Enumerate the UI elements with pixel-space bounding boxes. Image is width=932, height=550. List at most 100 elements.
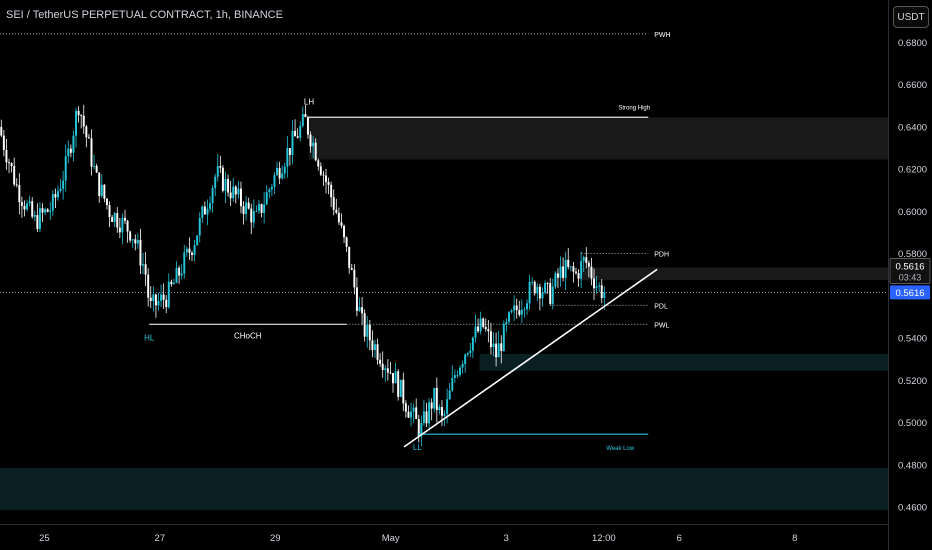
candle-body bbox=[258, 204, 260, 211]
candle-body bbox=[474, 326, 477, 338]
candle-body bbox=[399, 379, 402, 397]
candle-body bbox=[216, 166, 219, 177]
candle-body bbox=[100, 184, 103, 197]
candle-body bbox=[95, 165, 98, 173]
candle-body bbox=[54, 194, 57, 198]
levels-layer: PWH PDH PDL PWL bbox=[0, 32, 888, 329]
swing-label-ll: LL bbox=[413, 443, 422, 452]
currency-button[interactable]: USDT bbox=[893, 6, 929, 28]
candle-body bbox=[90, 138, 93, 167]
candle-body bbox=[157, 300, 160, 306]
candle-body bbox=[167, 281, 170, 308]
supply-zone bbox=[581, 267, 888, 280]
chart-title: SEI / TetherUS PERPETUAL CONTRACT, 1h, B… bbox=[6, 9, 283, 21]
candle-body bbox=[82, 115, 85, 127]
candle-body bbox=[278, 167, 281, 179]
candle-body bbox=[595, 286, 598, 289]
candle-body bbox=[343, 225, 346, 238]
candle-body bbox=[77, 110, 80, 116]
candle-body bbox=[412, 407, 415, 412]
candle-body bbox=[111, 217, 114, 223]
candle-body bbox=[582, 257, 585, 262]
candle-body bbox=[306, 117, 309, 135]
candle-body bbox=[327, 182, 330, 185]
x-tick-label: May bbox=[382, 533, 400, 544]
candle-body bbox=[18, 185, 21, 203]
candle-body bbox=[355, 287, 358, 311]
candle-body bbox=[312, 142, 315, 147]
candle-body bbox=[103, 184, 106, 199]
candle-body bbox=[510, 310, 513, 313]
candle-body bbox=[397, 371, 400, 397]
candle-body bbox=[46, 209, 49, 212]
candle-body bbox=[386, 368, 389, 373]
y-tick-label: 0.6600 bbox=[898, 80, 927, 91]
candle-body bbox=[487, 329, 490, 332]
swing-label-hl: HL bbox=[144, 333, 155, 342]
candle-body bbox=[469, 350, 472, 354]
candle-body bbox=[98, 172, 101, 197]
candle-body bbox=[221, 167, 224, 191]
candle-body bbox=[366, 324, 369, 337]
candle-body bbox=[381, 363, 384, 370]
candle-body bbox=[26, 203, 29, 210]
candle-body bbox=[255, 210, 258, 212]
candle-body bbox=[247, 202, 250, 209]
candle-body bbox=[270, 186, 273, 190]
structure-label: Weak Low bbox=[606, 446, 635, 452]
candle-body bbox=[456, 375, 459, 376]
candle-body bbox=[402, 379, 405, 404]
candle-body bbox=[180, 273, 183, 276]
candle-body bbox=[415, 407, 418, 419]
candle-body bbox=[407, 411, 410, 418]
level-label-pdh: PDH bbox=[654, 252, 669, 259]
candle-body bbox=[193, 245, 196, 255]
candle-body bbox=[67, 148, 70, 157]
candle-body bbox=[309, 134, 312, 147]
candle-body bbox=[417, 418, 420, 437]
candle-body bbox=[363, 313, 366, 337]
structure-label: Strong High bbox=[618, 105, 650, 111]
candle-body bbox=[373, 344, 376, 351]
candle-body bbox=[590, 266, 593, 279]
candle-body bbox=[461, 363, 464, 368]
level-label-pdl: PDL bbox=[654, 303, 668, 310]
demand-zone bbox=[479, 353, 888, 371]
candle-body bbox=[5, 149, 8, 163]
structure-label: CHoCH bbox=[234, 331, 262, 340]
candle-body bbox=[229, 192, 232, 199]
x-tick-label: 12:00 bbox=[592, 533, 616, 544]
candle-body bbox=[291, 130, 294, 155]
level-label-pwl: PWL bbox=[654, 322, 669, 329]
last-close-value: 0.5616 bbox=[895, 261, 924, 272]
candle-body bbox=[379, 359, 382, 364]
candle-body bbox=[242, 206, 245, 214]
candle-body bbox=[201, 206, 204, 219]
candle-body bbox=[23, 205, 26, 210]
candle-body bbox=[515, 305, 518, 311]
candle-body bbox=[495, 343, 498, 358]
candle-body bbox=[505, 321, 508, 324]
x-tick-label: 8 bbox=[792, 533, 797, 544]
candle-body bbox=[420, 422, 423, 437]
candle-body bbox=[154, 294, 157, 306]
candle-body bbox=[252, 211, 255, 223]
candle-body bbox=[440, 407, 443, 416]
candle-body bbox=[265, 192, 268, 205]
candle-body bbox=[147, 274, 150, 298]
candle-body bbox=[410, 411, 413, 418]
x-tick-label: 27 bbox=[155, 533, 166, 544]
candle-body bbox=[507, 312, 510, 322]
candle-body bbox=[433, 387, 436, 409]
candle-body bbox=[464, 354, 467, 364]
candle-body bbox=[428, 402, 431, 424]
demand-zone bbox=[0, 468, 888, 511]
candle-body bbox=[600, 285, 603, 298]
supply-zone bbox=[309, 117, 888, 160]
candle-body bbox=[108, 204, 111, 218]
candle-body bbox=[0, 126, 3, 136]
candle-body bbox=[500, 343, 503, 352]
candle-body bbox=[502, 323, 505, 352]
